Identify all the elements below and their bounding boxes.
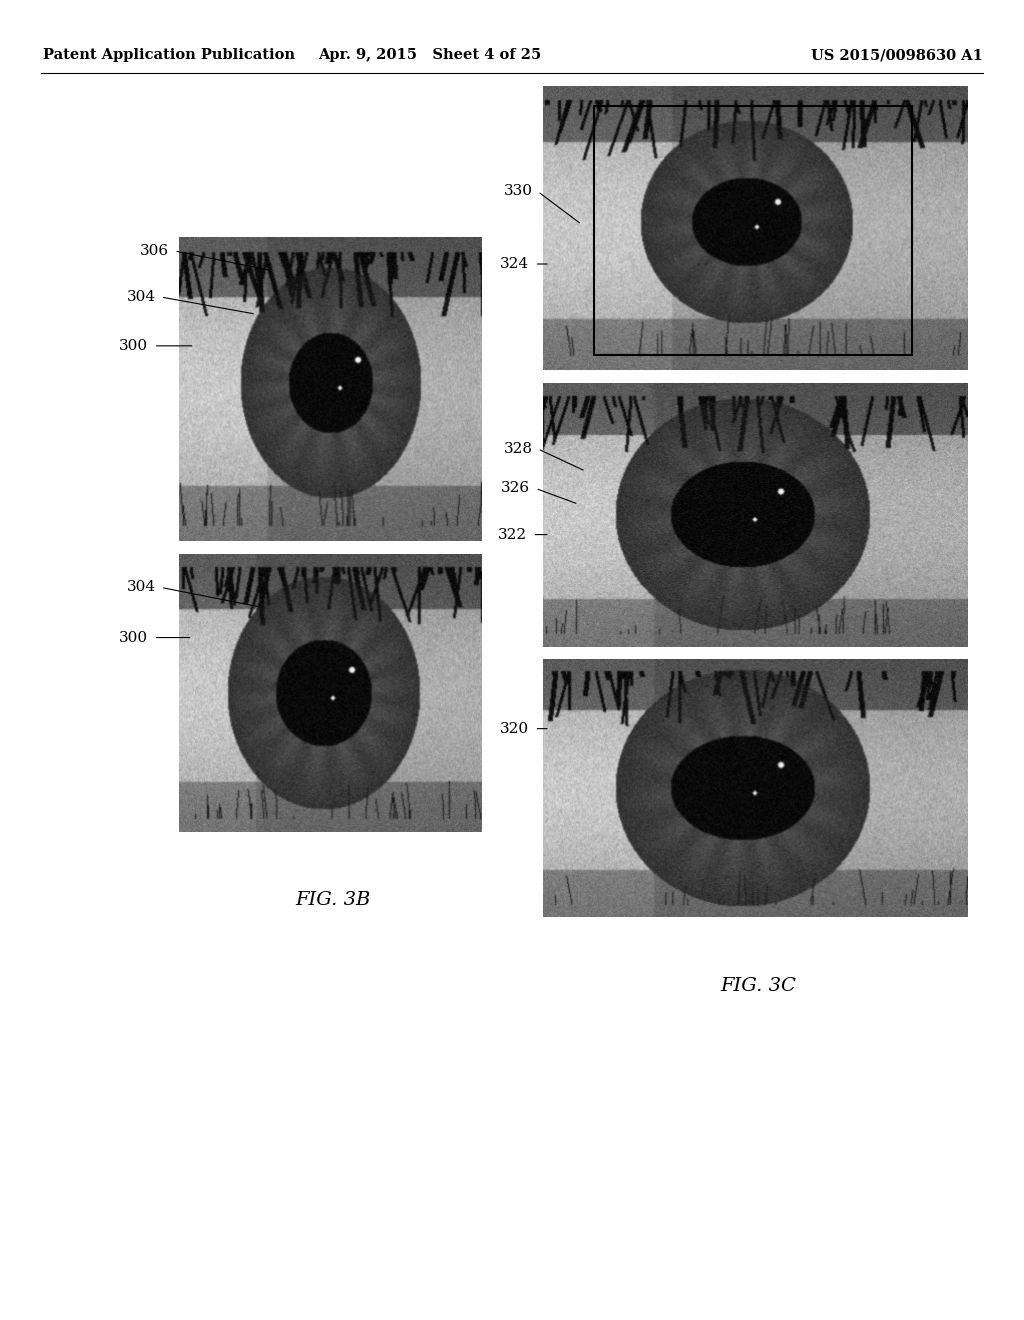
Text: 328: 328	[504, 442, 532, 455]
Text: 306: 306	[140, 244, 169, 257]
Text: 300: 300	[120, 631, 148, 644]
Text: 330: 330	[504, 185, 532, 198]
Text: 304: 304	[127, 290, 156, 304]
Text: 320: 320	[501, 722, 529, 735]
Text: 304: 304	[127, 581, 156, 594]
Text: FIG. 3C: FIG. 3C	[720, 977, 796, 995]
Text: 322: 322	[499, 528, 527, 541]
Text: 324: 324	[501, 257, 529, 271]
Text: Patent Application Publication: Patent Application Publication	[43, 49, 295, 62]
Text: US 2015/0098630 A1: US 2015/0098630 A1	[811, 49, 983, 62]
Text: FIG. 3B: FIG. 3B	[295, 891, 371, 909]
Text: Apr. 9, 2015   Sheet 4 of 25: Apr. 9, 2015 Sheet 4 of 25	[318, 49, 542, 62]
Text: 326: 326	[502, 482, 530, 495]
Text: 300: 300	[120, 339, 148, 352]
Bar	[594, 106, 912, 355]
